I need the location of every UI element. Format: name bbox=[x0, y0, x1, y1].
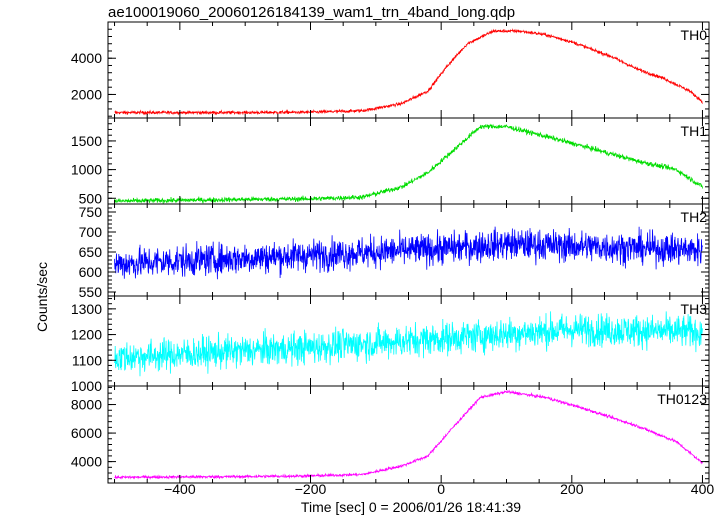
y-tick-label: 1100 bbox=[72, 352, 102, 368]
y-tick-label: 1300 bbox=[71, 301, 102, 317]
y-tick-label: 650 bbox=[79, 244, 103, 260]
panel-name: TH1 bbox=[681, 123, 708, 139]
panel-th0: 2000 4000 TH0 bbox=[71, 21, 710, 119]
panel-name: TH0123 bbox=[657, 391, 707, 407]
panels: 20004000TH050010001500TH1550600650700750… bbox=[71, 21, 715, 497]
series-line-th1 bbox=[114, 123, 703, 204]
panel-frame bbox=[107, 117, 710, 205]
y-tick-label: 8000 bbox=[71, 397, 102, 413]
y-tick-label: 1500 bbox=[71, 133, 102, 149]
x-tick-label: 0 bbox=[437, 481, 445, 497]
x-tick-label: 400 bbox=[691, 481, 715, 497]
panel-frame bbox=[107, 21, 710, 119]
x-tick-label: −200 bbox=[295, 481, 327, 497]
y-tick-label: 600 bbox=[79, 264, 103, 280]
y-tick-label: 4000 bbox=[71, 50, 102, 66]
panel-th3: 1000 1100 1200 1300 TH3 bbox=[71, 295, 710, 394]
panel-th1: 500 1000 1500 TH1 bbox=[71, 117, 710, 206]
panel-th2: 550 600 650 700 750 TH2 bbox=[79, 203, 710, 300]
series-line-th3 bbox=[114, 311, 703, 377]
panel-name: TH2 bbox=[681, 209, 708, 225]
y-tick-label: 6000 bbox=[71, 425, 102, 441]
panel-th0123: 4000 6000 8000 TH0123 bbox=[71, 385, 710, 484]
series-line-th0123 bbox=[114, 389, 703, 480]
y-tick-label: 1000 bbox=[71, 378, 102, 394]
y-tick-label: 1200 bbox=[71, 327, 102, 343]
series-line-th2 bbox=[114, 226, 703, 280]
y-tick-label: 2000 bbox=[71, 86, 102, 102]
y-tick-label: 700 bbox=[79, 224, 103, 240]
panel-frame bbox=[107, 385, 710, 484]
y-tick-label: 4000 bbox=[71, 454, 102, 470]
y-axis-label: Counts/sec bbox=[34, 262, 50, 332]
x-axis-label: Time [sec] 0 = 2006/01/26 18:41:39 bbox=[301, 499, 521, 515]
chart-title: ae100019060_20060126184139_wam1_trn_4ban… bbox=[108, 4, 515, 21]
series-line-th0 bbox=[114, 28, 703, 116]
x-tick-label: 200 bbox=[560, 481, 584, 497]
panel-name: TH0 bbox=[681, 27, 708, 43]
x-tick-label: −400 bbox=[164, 481, 196, 497]
panel-name: TH3 bbox=[681, 301, 708, 317]
y-tick-label: 1000 bbox=[71, 162, 102, 178]
y-tick-label: 550 bbox=[79, 284, 103, 300]
y-tick-label: 500 bbox=[79, 190, 103, 206]
y-tick-label: 750 bbox=[79, 204, 103, 220]
